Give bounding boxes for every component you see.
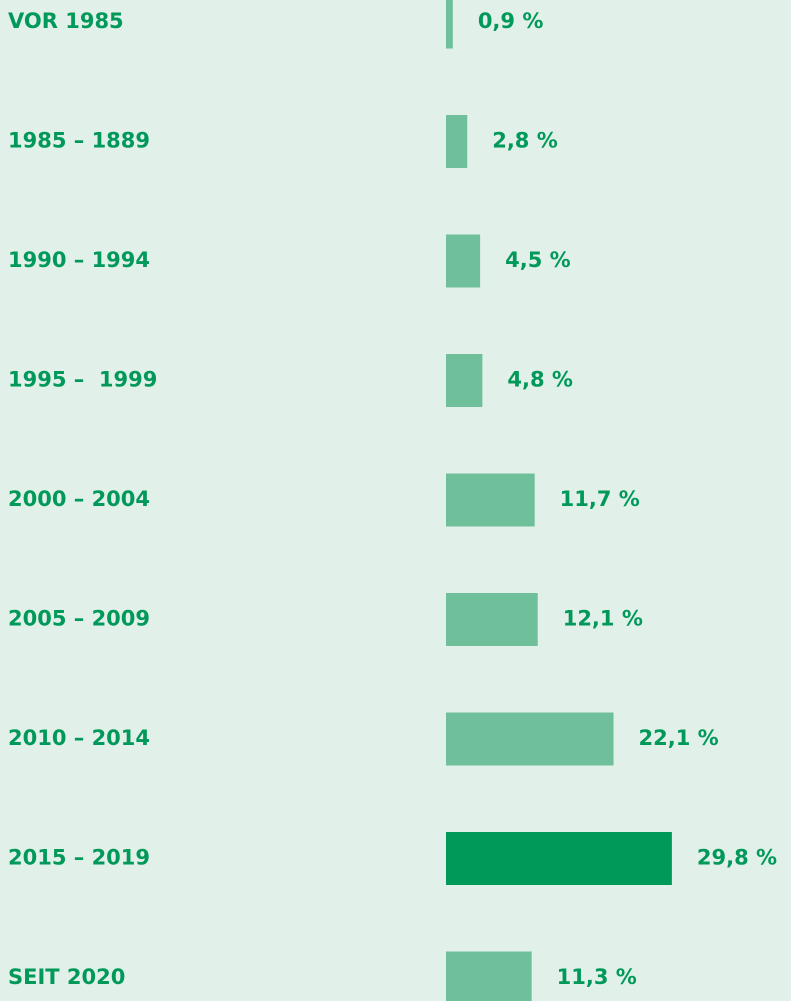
value-label: 2,8 % [492,129,558,153]
bar [446,115,468,168]
category-label: 1995 – 1999 [8,368,157,392]
category-label: 2005 – 2009 [8,607,150,631]
category-label: VOR 1985 [8,9,124,33]
category-label: 1990 – 1994 [8,248,150,272]
bar [446,354,483,407]
bar [446,473,535,527]
bar [446,832,672,885]
category-label: 2015 – 2019 [8,846,150,870]
value-label: 11,7 % [560,487,640,511]
category-label: 2010 – 2014 [8,726,150,750]
bar [446,951,532,1001]
value-label: 0,9 % [478,9,544,33]
value-label: 11,3 % [557,965,637,989]
category-label: 2000 – 2004 [8,487,150,511]
category-label: 1985 – 1889 [8,129,150,153]
value-label: 4,5 % [505,248,571,272]
value-label: 4,8 % [507,368,573,392]
bar [446,593,538,646]
value-label: 29,8 % [697,846,777,870]
bar [446,0,453,49]
value-label: 12,1 % [563,607,643,631]
value-label: 22,1 % [639,726,719,750]
bar [446,234,481,288]
category-label: SEIT 2020 [8,965,125,989]
bar [446,712,614,766]
